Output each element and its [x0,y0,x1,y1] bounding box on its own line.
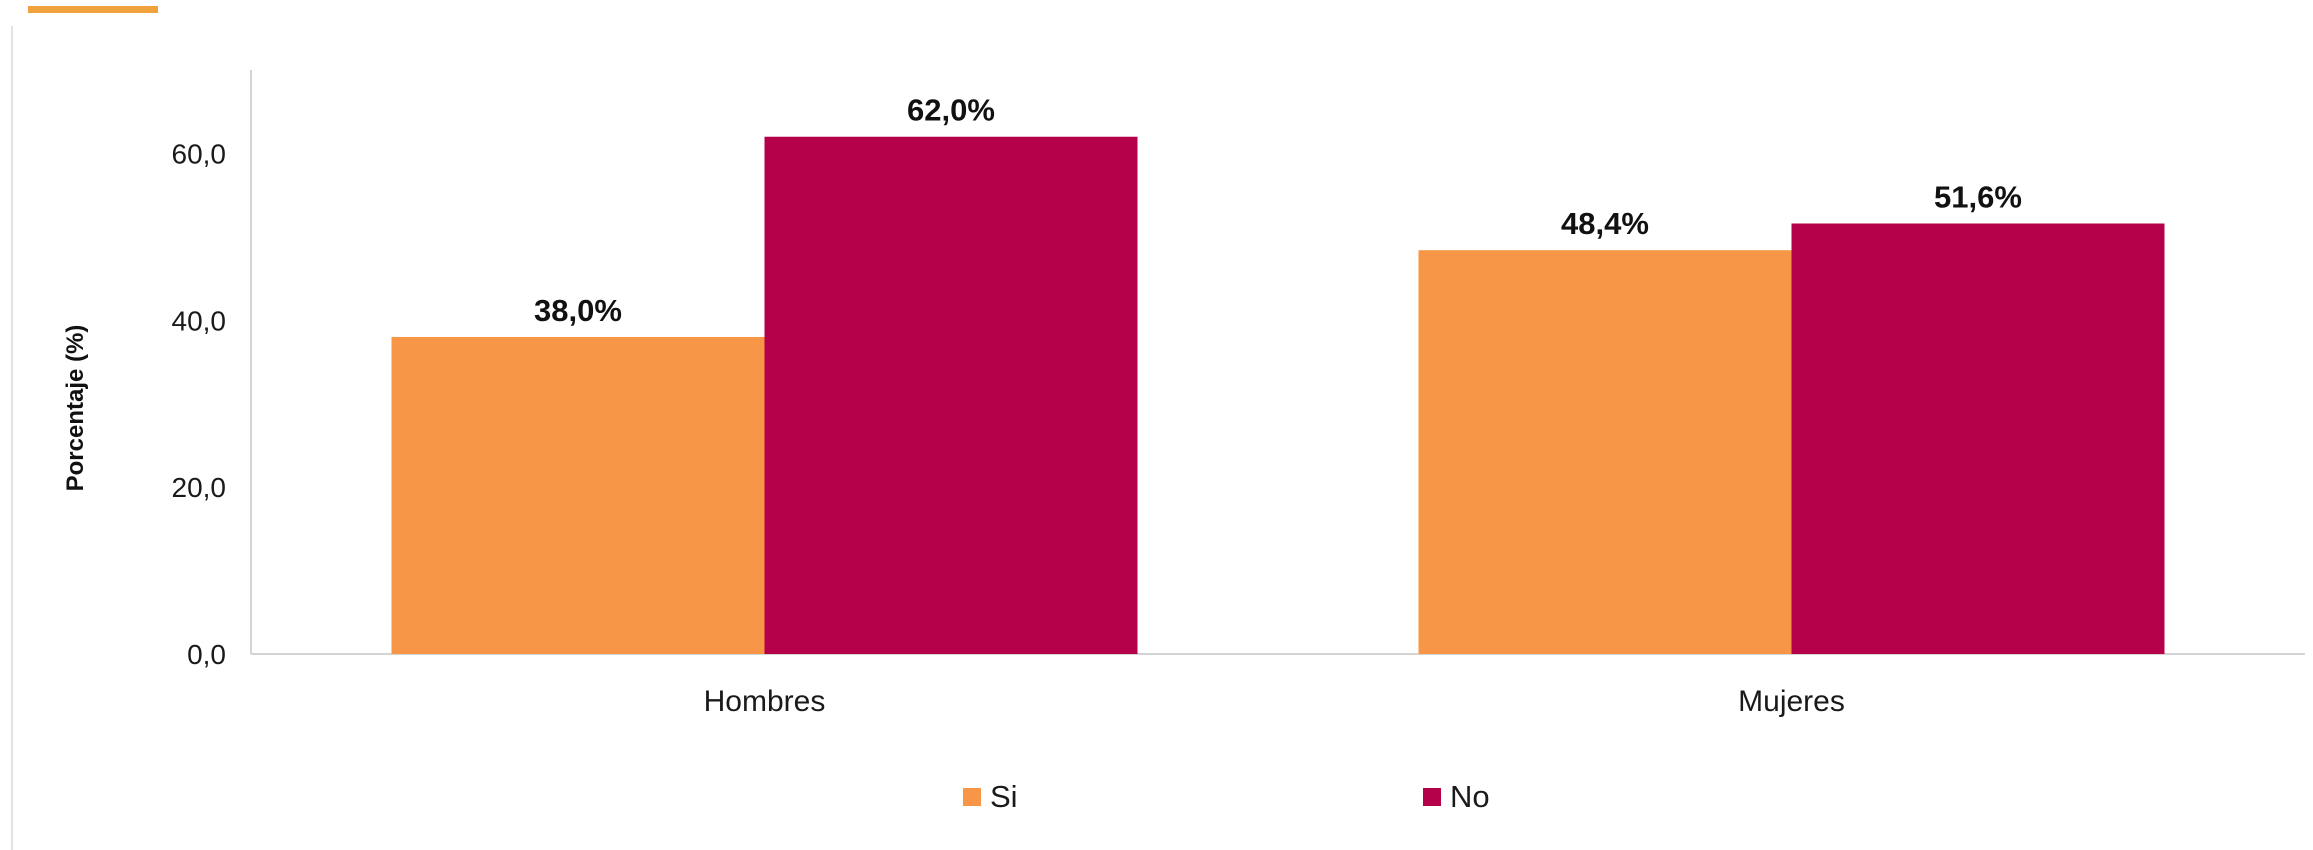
category-labels: Hombres Mujeres [704,685,1845,718]
legend-swatch-no [1423,788,1441,806]
legend-swatch-si [963,788,981,806]
bar-si-hombres [391,336,765,654]
data-label: 51,6% [1934,180,2022,215]
accent-bar [28,6,158,13]
data-label: 62,0% [907,93,995,128]
data-label: 48,4% [1561,206,1649,241]
bar-no-mujeres [1791,223,2165,654]
y-tick-label: 40,0 [172,305,227,336]
y-tick-label: 0,0 [187,639,226,670]
bar-no-hombres [764,136,1138,654]
legend: Si No [963,779,1490,814]
category-label: Hombres [704,685,826,718]
y-axis-title: Porcentaje (%) [62,325,89,492]
legend-label: Si [990,779,1018,814]
y-tick-label: 20,0 [172,472,227,503]
legend-label: No [1450,779,1490,814]
frame-divider [11,26,13,850]
y-tick-label: 60,0 [172,138,227,169]
bar-si-mujeres [1418,250,1792,654]
data-labels: 38,0% 62,0% 48,4% 51,6% [534,93,2022,328]
category-label: Mujeres [1738,685,1845,718]
bars [391,136,2165,654]
y-tick-labels: 0,0 20,0 40,0 60,0 [172,138,227,670]
data-label: 38,0% [534,293,622,328]
